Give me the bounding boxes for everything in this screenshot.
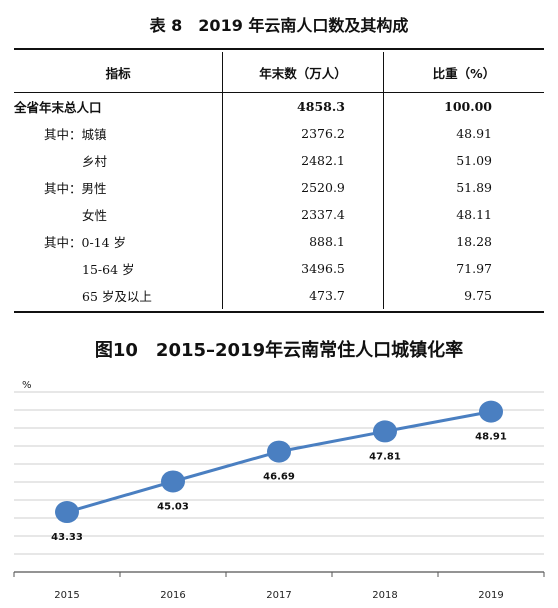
table-row: 其中：0-14 岁 888.1 18.28 bbox=[14, 228, 544, 255]
row-label: 全省年末总人口 bbox=[14, 100, 102, 115]
table-row: 其中：男性 2520.9 51.89 bbox=[14, 174, 544, 201]
table-row: 全省年末总人口 4858.3 100.00 bbox=[14, 92, 544, 120]
row-label: 其中：城镇 bbox=[44, 127, 107, 142]
table-row: 15-64 岁 3496.5 71.97 bbox=[14, 255, 544, 282]
data-point-marker bbox=[479, 400, 503, 423]
row-year-end-value: 888.1 bbox=[222, 228, 384, 255]
data-point-marker bbox=[267, 440, 291, 463]
table-row: 女性 2337.4 48.11 bbox=[14, 201, 544, 228]
row-year-end-value: 4858.3 bbox=[222, 92, 384, 120]
data-label: 46.69 bbox=[263, 472, 295, 483]
table-title: 表 8 2019 年云南人口数及其构成 bbox=[149, 16, 409, 35]
table-bottom-rule bbox=[14, 311, 544, 313]
table-row: 乡村 2482.1 51.09 bbox=[14, 147, 544, 174]
row-label: 其中：0-14 岁 bbox=[44, 235, 127, 250]
row-share-value: 100.00 bbox=[382, 92, 544, 120]
row-label: 65 岁及以上 bbox=[82, 289, 152, 304]
row-share-value: 71.97 bbox=[382, 255, 544, 282]
row-year-end-value: 3496.5 bbox=[222, 255, 384, 282]
x-tick-label: 2018 bbox=[372, 590, 397, 601]
x-tick-label: 2017 bbox=[266, 590, 291, 601]
row-label: 乡村 bbox=[82, 154, 108, 169]
row-year-end-value: 2520.9 bbox=[222, 174, 384, 201]
population-table: 指标 年末数（万人） 比重（%） 全省年末总人口 4858.3 100.00 其中：城… bbox=[14, 52, 544, 309]
data-label: 48.91 bbox=[475, 432, 507, 443]
row-year-end-value: 473.7 bbox=[222, 282, 384, 309]
data-point-marker bbox=[373, 420, 397, 443]
header-indicator: 指标 bbox=[14, 52, 223, 93]
x-tick-label: 2016 bbox=[160, 590, 185, 601]
row-share-value: 18.28 bbox=[382, 228, 544, 255]
row-label: 15-64 岁 bbox=[82, 262, 135, 277]
data-point-marker bbox=[161, 470, 185, 493]
row-share-value: 51.09 bbox=[382, 147, 544, 174]
row-share-value: 48.11 bbox=[382, 201, 544, 228]
row-year-end-value: 2337.4 bbox=[222, 201, 384, 228]
row-year-end-value: 2482.1 bbox=[222, 147, 384, 174]
table-top-rule bbox=[14, 48, 544, 50]
row-share-value: 9.75 bbox=[382, 282, 544, 309]
data-label: 47.81 bbox=[369, 451, 401, 462]
x-tick-label: 2019 bbox=[478, 590, 503, 601]
row-label: 其中：男性 bbox=[44, 181, 107, 196]
row-share-value: 48.91 bbox=[382, 120, 544, 147]
urbanization-line-chart: 2015 2016 2017 2018 2019 43.33 45.03 46.69 47.8… bbox=[13, 380, 545, 601]
data-point-marker bbox=[55, 501, 79, 524]
header-year-end: 年末数（万人） bbox=[222, 52, 384, 93]
y-axis-unit-label: % bbox=[22, 380, 32, 391]
table-row: 其中：城镇 2376.2 48.91 bbox=[14, 120, 544, 147]
row-label: 女性 bbox=[82, 208, 108, 223]
data-label: 43.33 bbox=[51, 532, 83, 543]
row-share-value: 51.89 bbox=[382, 174, 544, 201]
header-share: 比重（%） bbox=[382, 52, 544, 93]
data-label: 45.03 bbox=[157, 501, 189, 512]
row-year-end-value: 2376.2 bbox=[222, 120, 384, 147]
chart-title: 图10 2015–2019年云南常住人口城镇化率 bbox=[94, 340, 464, 361]
table-header-row: 指标 年末数（万人） 比重（%） bbox=[14, 52, 544, 93]
table-row: 65 岁及以上 473.7 9.75 bbox=[14, 282, 544, 309]
x-tick-label: 2015 bbox=[54, 590, 79, 601]
